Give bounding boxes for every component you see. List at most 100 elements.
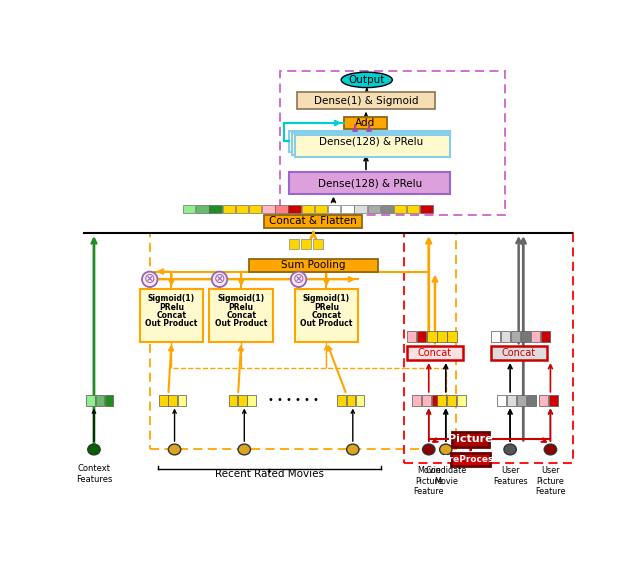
Bar [238,395,246,405]
Bar [296,135,451,157]
Bar [517,395,526,405]
Text: Concat: Concat [418,348,452,358]
Ellipse shape [341,72,392,88]
Bar [159,395,168,405]
Bar [341,204,353,213]
Bar [301,204,314,213]
Text: Picture: Picture [448,435,493,444]
Text: PreProcess: PreProcess [442,455,499,464]
Text: Concat: Concat [502,348,536,358]
Text: PRelu: PRelu [228,302,253,311]
Ellipse shape [238,444,250,455]
Bar [367,204,380,213]
Bar [447,331,457,342]
Bar [236,204,248,213]
Circle shape [142,271,157,287]
Bar [432,395,441,405]
Bar [394,204,406,213]
Bar [422,395,431,405]
Text: ⊗: ⊗ [292,272,305,287]
Text: Output: Output [349,75,385,85]
Bar [541,331,550,342]
Text: Recent Rated Movies: Recent Rated Movies [214,469,324,479]
Bar [527,395,536,405]
Text: • • • • • •: • • • • • • [268,395,319,405]
Bar [381,204,393,213]
Bar [275,204,288,213]
Text: Condidate
Movie: Condidate Movie [425,466,467,486]
Bar [183,204,195,213]
Text: Context
Features: Context Features [76,464,112,484]
Bar [507,395,516,405]
Circle shape [291,271,307,287]
Text: Out Product: Out Product [300,319,353,328]
Bar [404,233,573,463]
Bar [549,395,558,405]
Bar [105,395,113,405]
Bar [292,133,451,155]
Bar [95,395,104,405]
Bar [229,395,237,405]
Text: Dense(128) & PRelu: Dense(128) & PRelu [319,136,424,146]
Bar [264,215,362,227]
Bar [521,331,531,342]
Ellipse shape [504,444,516,455]
Text: ⊗: ⊗ [214,272,225,287]
Bar [301,239,311,249]
Text: Dense(1) & Sigmoid: Dense(1) & Sigmoid [314,96,418,106]
Bar [452,432,489,447]
Bar [289,172,451,194]
Bar [491,331,500,342]
Bar [249,204,261,213]
Text: Sigmoid(1): Sigmoid(1) [218,294,265,303]
Bar [412,395,421,405]
Bar [196,204,209,213]
Ellipse shape [422,444,435,455]
Bar [451,453,490,466]
Text: Concat: Concat [312,311,342,320]
Bar [86,395,95,405]
Bar [178,395,186,405]
Bar [531,331,540,342]
Bar [223,204,235,213]
Bar [294,289,358,342]
Bar [344,117,387,129]
Bar [140,289,204,342]
Text: Add: Add [355,118,375,128]
Text: User
Features: User Features [493,466,527,486]
Text: ⊗: ⊗ [144,272,156,287]
Ellipse shape [88,444,100,455]
Bar [447,395,456,405]
Bar [209,204,222,213]
Text: Out Product: Out Product [215,319,268,328]
Bar [420,204,433,213]
Bar [511,331,520,342]
Bar [168,395,177,405]
Bar [315,204,327,213]
Bar [248,395,256,405]
Text: Sigmoid(1): Sigmoid(1) [303,294,350,303]
Bar [457,395,466,405]
Bar [407,331,417,342]
Bar [437,331,447,342]
Text: Concat: Concat [156,311,186,320]
Bar [280,70,505,216]
Bar [297,92,435,109]
Bar [497,395,506,405]
Text: PRelu: PRelu [314,302,339,311]
Bar [436,395,446,405]
Circle shape [212,271,227,287]
Ellipse shape [347,444,359,455]
Bar [491,346,547,360]
Text: Concat: Concat [226,311,256,320]
Text: User
Picture
Feature: User Picture Feature [535,466,566,496]
Bar [407,204,419,213]
Ellipse shape [440,444,452,455]
Text: Sigmoid(1): Sigmoid(1) [148,294,195,303]
Bar [150,233,456,449]
Text: Out Product: Out Product [145,319,198,328]
Bar [428,331,436,342]
Bar [355,204,367,213]
Bar [501,331,510,342]
Text: Sum Pooling: Sum Pooling [281,260,346,270]
